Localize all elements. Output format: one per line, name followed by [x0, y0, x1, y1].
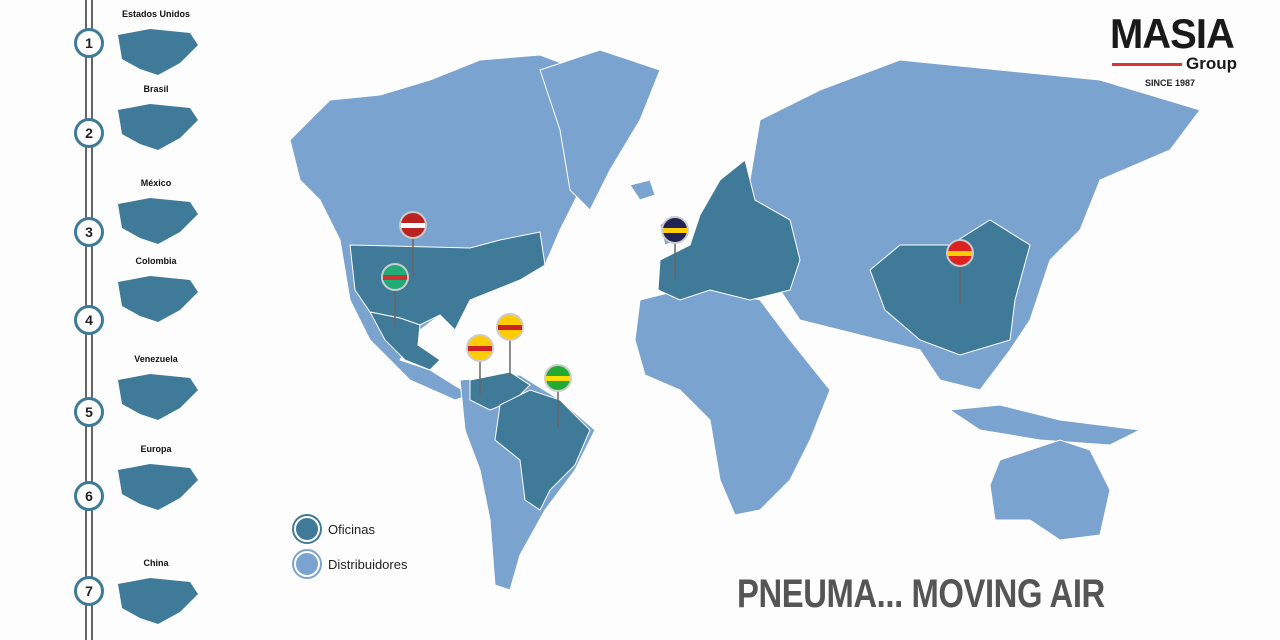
- legend-distributor-label: Distribuidores: [328, 556, 408, 572]
- step-6-badge: 6: [74, 481, 104, 511]
- step-4-label: Colombia: [135, 256, 177, 266]
- brazil-region: [494, 389, 591, 511]
- legend-distributor: Distribuidores: [294, 551, 407, 577]
- step-5-label: Venezuela: [134, 354, 178, 364]
- europe-region: [657, 159, 801, 301]
- legend-office-label: Oficinas: [328, 521, 375, 537]
- step-3-badge: 3: [74, 217, 104, 247]
- step-2-label: Brasil: [143, 84, 169, 94]
- logo-sub: Group: [1186, 54, 1237, 73]
- australia: [989, 439, 1111, 541]
- step-3-silhouette: [118, 198, 198, 244]
- eu-flag-pin[interactable]: [661, 216, 689, 280]
- step-4-silhouette: [118, 276, 198, 322]
- step-1-badge: 1: [74, 28, 104, 58]
- asia: [749, 59, 1201, 391]
- masia-logo: MASIA Group SINCE 1987: [1110, 10, 1250, 94]
- office-dot-icon: [294, 516, 320, 542]
- greenland: [539, 49, 661, 211]
- step-6-silhouette: [118, 464, 198, 510]
- north-america: [289, 54, 591, 401]
- logo-since: SINCE 1987: [1145, 78, 1196, 88]
- mexico-flag-pin[interactable]: [381, 263, 409, 327]
- mexico-region: [369, 311, 441, 371]
- logo-red-line: [1112, 63, 1182, 66]
- logo-name: MASIA: [1110, 10, 1235, 57]
- step-2-silhouette: [118, 104, 198, 150]
- slogan: PNEUMA... MOVING AIR: [737, 572, 1105, 616]
- step-7-label: China: [143, 558, 169, 568]
- colombia-flag-pin[interactable]: [466, 334, 494, 398]
- legend-office: Oficinas: [294, 516, 375, 542]
- africa: [634, 284, 831, 516]
- step-7-silhouette: [118, 578, 198, 624]
- step-3-label: México: [140, 178, 172, 188]
- step-1-label: Estados Unidos: [121, 9, 191, 19]
- step-5-silhouette: [118, 374, 198, 420]
- step-6-label: Europa: [140, 444, 172, 454]
- step-7-badge: 7: [74, 576, 104, 606]
- usa-flag-pin[interactable]: [399, 211, 427, 275]
- step-1-silhouette: [118, 29, 198, 75]
- step-5-badge: 5: [74, 397, 104, 427]
- step-2-badge: 2: [74, 118, 104, 148]
- step-4-badge: 4: [74, 305, 104, 335]
- china-flag-pin[interactable]: [946, 239, 974, 303]
- indonesia: [948, 404, 1142, 446]
- venezuela-flag-pin[interactable]: [496, 313, 524, 377]
- distributor-dot-icon: [294, 551, 320, 577]
- china-region: [869, 219, 1031, 356]
- brazil-flag-pin[interactable]: [544, 364, 572, 428]
